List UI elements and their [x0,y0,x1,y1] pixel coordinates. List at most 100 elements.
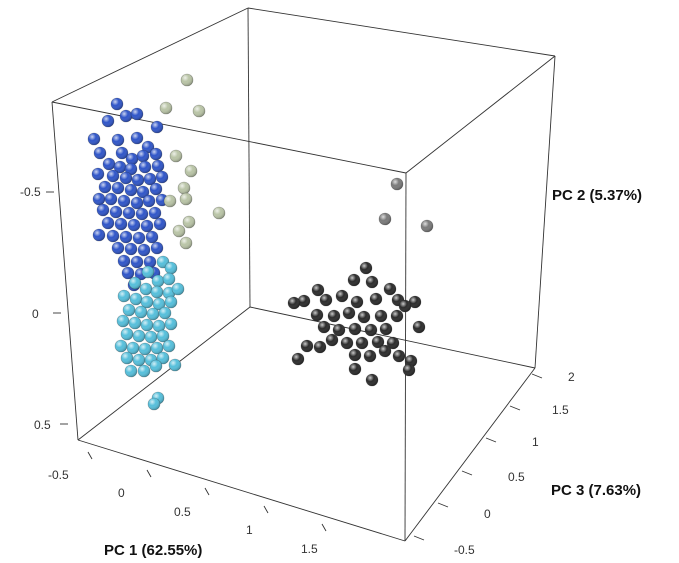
data-point-highlight [159,307,171,319]
data-point-highlight [125,365,137,377]
pc2-axis: -0.5 0 0.5 PC 2 (5.37%) [20,185,642,432]
data-point-highlight [413,321,425,333]
data-point-highlight [92,168,104,180]
box-edge-bottom-right [404,367,536,542]
data-point-highlight [121,328,133,340]
data-point-highlight [99,181,111,193]
data-point-highlight [133,232,145,244]
pc3-tick-mark [485,437,497,443]
data-point-highlight [213,207,225,219]
pc2-axis-title: PC 2 (5.37%) [552,187,642,204]
data-point-highlight [151,242,163,254]
data-point-highlight [115,340,127,352]
data-point-highlight [360,262,372,274]
data-point-highlight [112,134,124,146]
data-point-highlight [138,244,150,256]
pc1-tick-label: 1 [246,523,253,537]
pc2-tick-label: 0 [32,307,39,321]
pc3-tick-mark [413,535,425,541]
data-point-highlight [97,204,109,216]
data-point-highlight [110,206,122,218]
data-point-highlight [88,133,100,145]
data-point-highlight [288,297,300,309]
data-point-highlight [358,311,370,323]
data-point-highlight [141,296,153,308]
data-point-highlight [141,220,153,232]
pc2-tick-label: 0.5 [34,418,51,432]
data-point-highlight [157,330,169,342]
pc3-tick-mark [509,405,521,411]
box-edge-left-vertical [51,101,79,441]
data-point-highlight [163,340,175,352]
box-edge-back-top [51,7,249,103]
series-4 [378,177,434,233]
data-point-highlight [112,182,124,194]
data-point-highlight [178,182,190,194]
data-point-highlight [123,207,135,219]
pc1-tick-label: -0.5 [48,468,69,482]
data-point-highlight [142,141,154,153]
data-point-highlight [151,286,163,298]
pc2-tick-label: -0.5 [20,185,41,199]
data-point-highlight [127,342,139,354]
pc1-tick-label: 0 [118,486,125,500]
data-point-highlight [107,170,119,182]
data-point-highlight [102,217,114,229]
data-point-highlight [129,317,141,329]
pc1-tick-mark [146,469,152,478]
pc3-tick-label: 1 [532,435,539,449]
data-point-highlight [165,262,177,274]
data-point-highlight [173,225,185,237]
data-point-highlight [183,216,195,228]
pc1-tick-mark [87,451,93,460]
data-point-highlight [142,266,154,278]
box-edge-back-vertical [247,7,251,308]
data-point-highlight [148,398,160,410]
data-point-highlight [356,337,368,349]
data-point-highlight [391,310,403,322]
data-point-highlight [125,184,137,196]
data-point-highlight [156,171,168,183]
box-edge-back-bottom-left [77,306,251,441]
data-point-highlight [93,229,105,241]
data-point-highlight [169,359,181,371]
series-0 [87,97,169,292]
data-point-highlight [135,306,147,318]
data-point-highlight [150,360,162,372]
data-point-highlight [336,290,348,302]
data-point-highlight [151,121,163,133]
data-point-highlight [112,242,124,254]
data-point-highlight [292,353,304,365]
data-point-highlight [165,318,177,330]
data-point-highlight [333,324,345,336]
data-point-highlight [409,296,421,308]
data-point-highlight [144,173,156,185]
data-point-highlight [131,197,143,209]
data-point-highlight [131,132,143,144]
data-point-highlight [343,307,355,319]
data-point-highlight [131,256,143,268]
data-point-highlight [365,324,377,336]
data-point-highlight [312,284,324,296]
data-point-highlight [138,365,150,377]
data-point-highlight [118,290,130,302]
data-point-highlight [180,193,192,205]
data-point-highlight [349,363,361,375]
box-edge-front-vertical [404,172,407,542]
data-point-highlight [370,293,382,305]
data-point-highlight [141,319,153,331]
data-point-highlight [118,255,130,267]
pc3-axis-title: PC 3 (7.63%) [551,482,641,499]
data-point-highlight [130,293,142,305]
data-point-highlight [163,273,175,285]
data-point-highlight [387,337,399,349]
data-point-highlight [153,320,165,332]
data-point-highlight [115,218,127,230]
pc1-tick-label: 1.5 [301,542,318,556]
data-point-highlight [320,294,332,306]
data-point-highlight [118,195,130,207]
data-point-highlight [379,345,391,357]
data-point-highlight [120,172,132,184]
data-point-highlight [128,219,140,231]
